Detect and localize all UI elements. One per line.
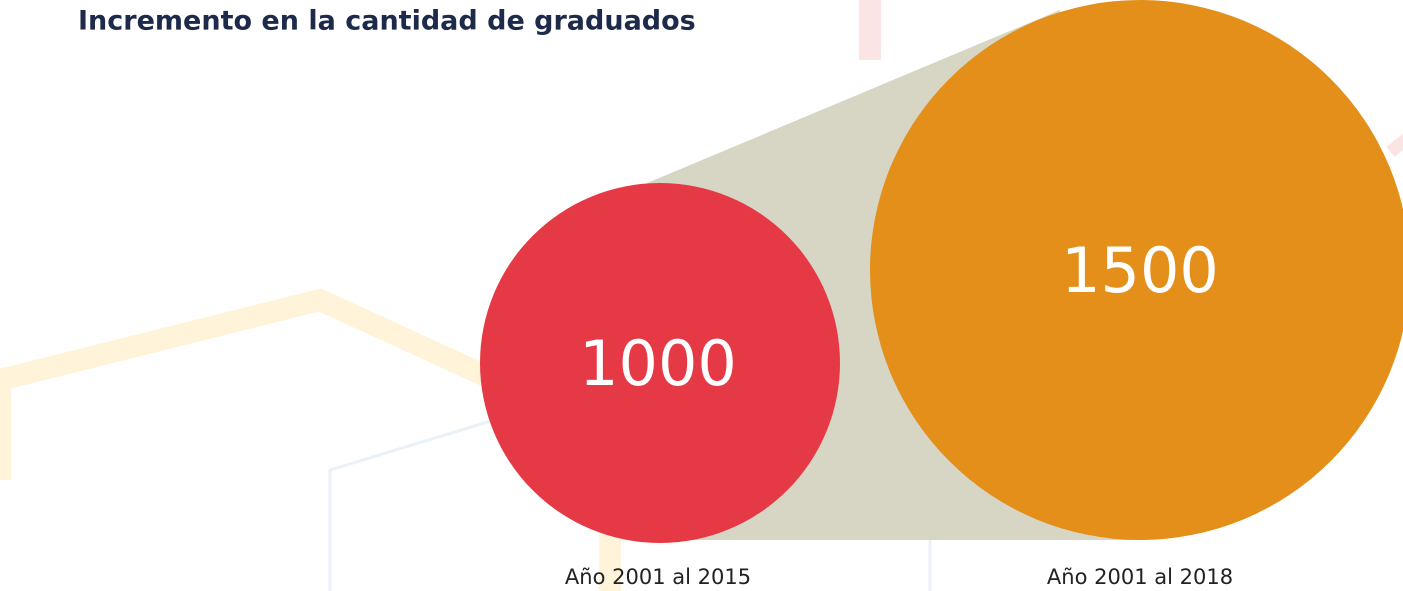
- category-label: Año 2001 al 2015: [565, 565, 751, 589]
- value-label: 1000: [579, 327, 737, 400]
- bubble: [480, 183, 840, 543]
- chart-title: Incremento en la cantidad de graduados: [78, 6, 696, 37]
- category-label: Año 2001 al 2018: [1047, 565, 1233, 589]
- bubble: [870, 0, 1403, 540]
- value-label: 1500: [1061, 234, 1219, 307]
